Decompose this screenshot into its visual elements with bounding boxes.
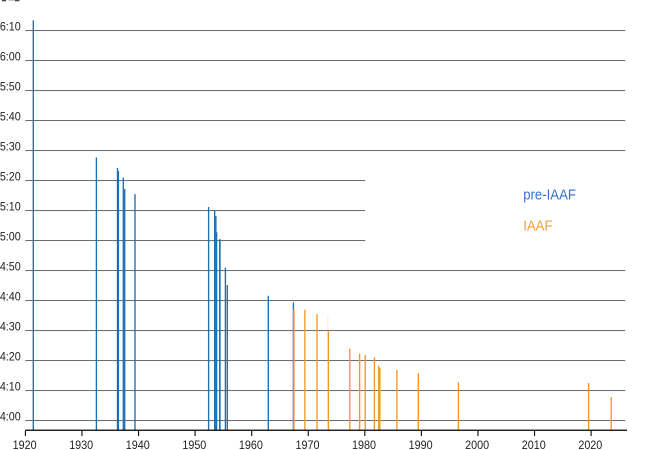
svg-text:5:00: 5:00	[0, 230, 21, 244]
svg-text:4:00: 4:00	[0, 410, 21, 424]
svg-text:IAAF: IAAF	[523, 216, 553, 233]
svg-text:2020: 2020	[578, 438, 602, 450]
svg-text:pre-IAAF: pre-IAAF	[523, 186, 576, 203]
svg-text:1940: 1940	[126, 438, 150, 450]
svg-text:1980: 1980	[352, 438, 376, 450]
svg-text:6:10: 6:10	[0, 20, 21, 34]
svg-text:5:50: 5:50	[0, 80, 21, 94]
svg-text:1990: 1990	[409, 438, 433, 450]
svg-text:1970: 1970	[295, 438, 319, 450]
svg-text:5:40: 5:40	[0, 110, 21, 124]
svg-text:5:10: 5:10	[0, 200, 21, 214]
svg-text:4:10: 4:10	[0, 380, 21, 394]
svg-text:2010: 2010	[522, 438, 546, 450]
svg-text:1960: 1960	[239, 438, 263, 450]
svg-text:4:40: 4:40	[0, 290, 21, 304]
svg-text:1950: 1950	[182, 438, 206, 450]
svg-text:5:20: 5:20	[0, 170, 21, 184]
svg-text:4:50: 4:50	[0, 260, 21, 274]
svg-text:4:30: 4:30	[0, 320, 21, 334]
svg-text:6:00: 6:00	[0, 50, 21, 64]
svg-text:2000: 2000	[465, 438, 489, 450]
svg-text:5:30: 5:30	[0, 140, 21, 154]
svg-text:1920: 1920	[13, 438, 37, 450]
svg-text:4:20: 4:20	[0, 350, 21, 364]
svg-text:1930: 1930	[69, 438, 93, 450]
